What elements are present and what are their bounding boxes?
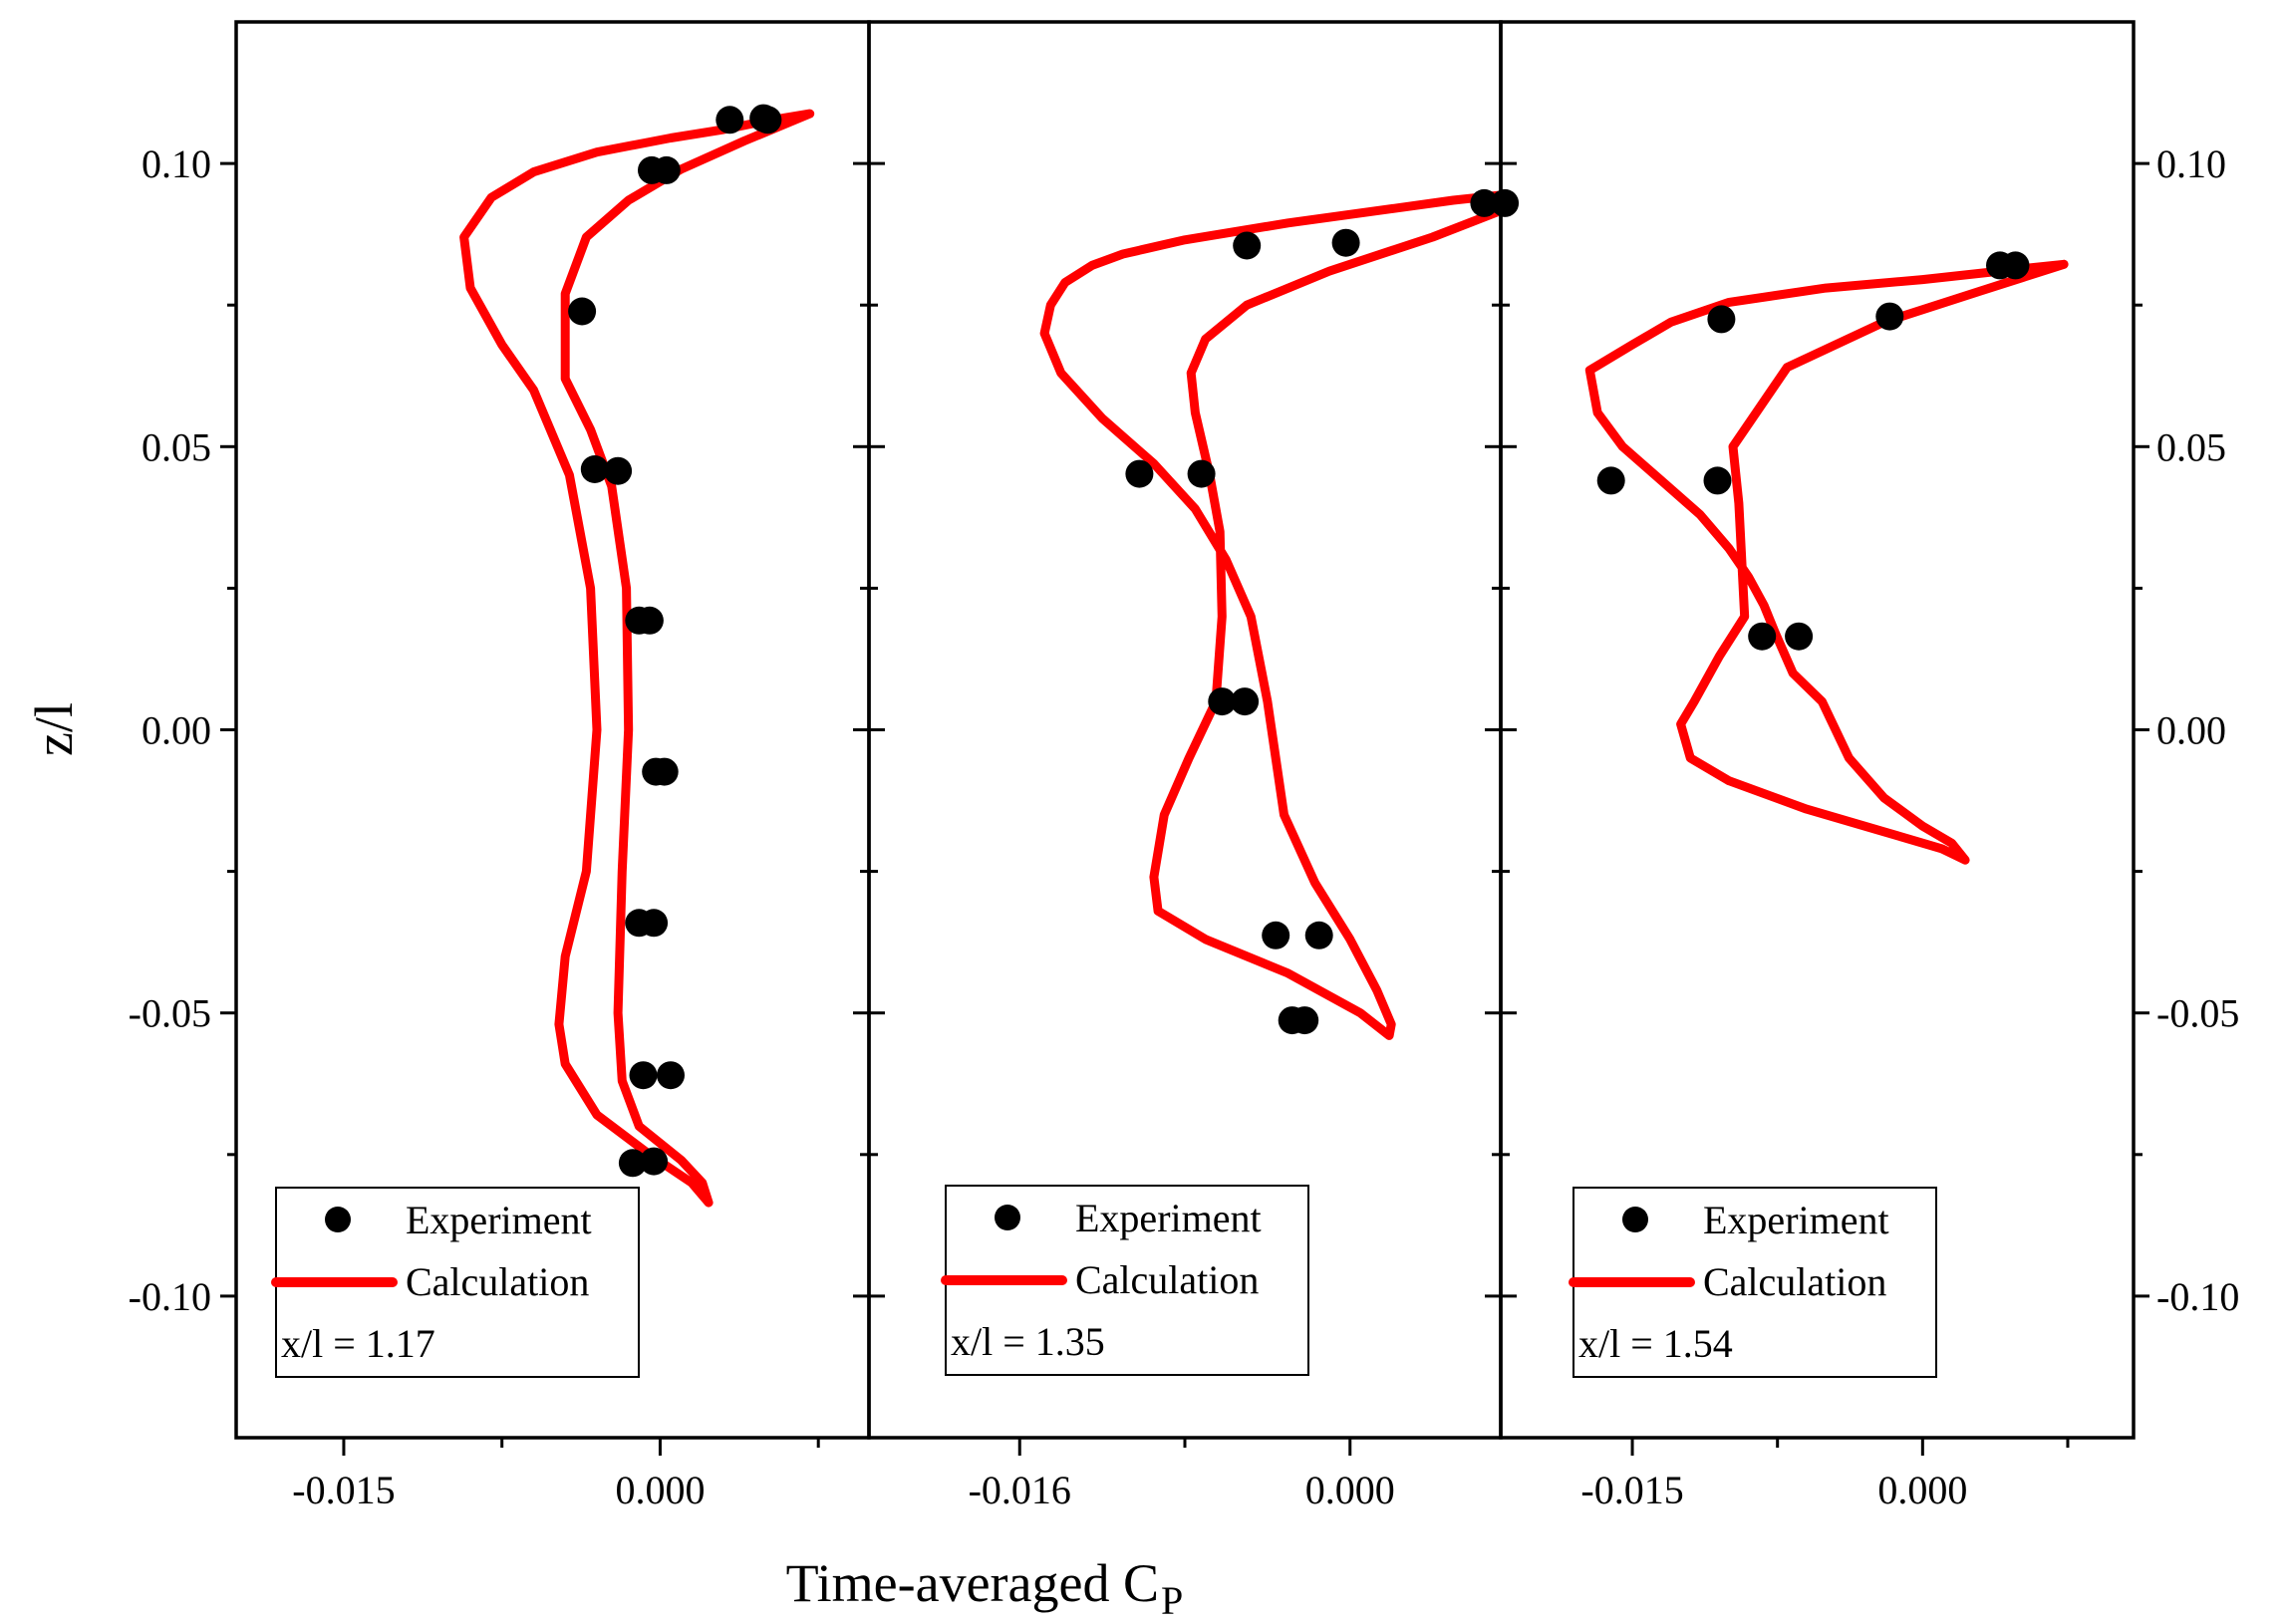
experiment-point xyxy=(568,297,597,326)
experiment-point xyxy=(1491,188,1520,217)
y-tick-label-left: 0.05 xyxy=(142,424,211,469)
y-axis-title: z/l xyxy=(24,702,84,756)
x-tick-label: -0.015 xyxy=(292,1468,395,1512)
y-tick-label-left: -0.10 xyxy=(129,1274,211,1319)
x-tick-label: -0.016 xyxy=(969,1468,1071,1512)
y-tick-label-right: 0.00 xyxy=(2156,708,2226,753)
experiment-point xyxy=(1262,921,1290,949)
experiment-point xyxy=(715,106,744,135)
experiment-point xyxy=(753,106,782,135)
experiment-point xyxy=(1233,231,1262,260)
experiment-point xyxy=(1875,302,1904,331)
legend-station-label: x/l = 1.17 xyxy=(281,1321,435,1366)
legend-experiment-marker xyxy=(1622,1207,1648,1232)
x-tick-label: 0.000 xyxy=(615,1468,705,1512)
y-tick-label-right: -0.10 xyxy=(2156,1274,2239,1319)
legend: Experiment Calculation x/l = 1.17 xyxy=(271,1187,640,1378)
calculation-curve xyxy=(459,109,815,1208)
experiment-point xyxy=(580,455,609,483)
legend-station-label: x/l = 1.54 xyxy=(1578,1321,1733,1366)
experiment-point xyxy=(2001,251,2030,280)
legend-calculation-label: Calculation xyxy=(406,1259,589,1304)
legend-station-label: x/l = 1.35 xyxy=(951,1319,1105,1364)
x-tick-label: -0.015 xyxy=(1580,1468,1683,1512)
experiment-point xyxy=(1187,459,1216,488)
experiment-point xyxy=(650,757,679,786)
experiment-point xyxy=(1304,921,1333,949)
experiment-point xyxy=(1596,466,1625,495)
experiment-point xyxy=(652,155,681,184)
y-tick-label-left: 0.10 xyxy=(142,141,211,186)
legend-experiment-marker xyxy=(995,1205,1020,1230)
experiment-point xyxy=(640,909,669,938)
y-tick-label-left: -0.05 xyxy=(129,991,211,1036)
legend: Experiment Calculation x/l = 1.54 xyxy=(1569,1187,1937,1378)
experiment-point xyxy=(1748,622,1777,651)
chart-panels: -0.015 0.000 Experiment Calculation x/l = 1.… xyxy=(129,20,2239,1512)
experiment-point xyxy=(618,1149,647,1178)
legend-experiment-label: Experiment xyxy=(406,1198,592,1242)
experiment-point xyxy=(1208,687,1237,716)
y-tick-label-right: 0.05 xyxy=(2156,424,2226,469)
x-tick-label: 0.000 xyxy=(1305,1468,1395,1512)
experiment-point xyxy=(1125,459,1154,488)
legend-experiment-label: Experiment xyxy=(1075,1196,1262,1240)
x-axis-title-subscript: P xyxy=(1161,1578,1183,1623)
y-tick-label-left: 0.00 xyxy=(142,708,211,753)
experiment-point xyxy=(629,1061,658,1090)
legend-experiment-marker xyxy=(325,1207,351,1232)
experiment-point xyxy=(604,456,633,485)
experiment-point xyxy=(635,606,664,635)
experiment-point xyxy=(1785,622,1814,651)
calculation-curve xyxy=(1584,259,2069,865)
x-tick-label: 0.000 xyxy=(1877,1468,1967,1512)
calculation-curve xyxy=(1039,190,1501,1040)
y-tick-label-right: -0.05 xyxy=(2156,991,2239,1036)
experiment-point xyxy=(1231,687,1260,716)
x-axis-title: Time-averaged C xyxy=(786,1553,1159,1613)
legend: Experiment Calculation x/l = 1.35 xyxy=(941,1185,1309,1376)
legend-calculation-label: Calculation xyxy=(1703,1259,1886,1304)
experiment-point xyxy=(640,1147,669,1176)
y-tick-label-right: 0.10 xyxy=(2156,141,2226,186)
experiment-point xyxy=(1290,1006,1319,1035)
panel-1: -0.015 0.000 Experiment Calculation x/l = 1.… xyxy=(220,20,871,1512)
experiment-point xyxy=(1703,466,1732,495)
legend-calculation-label: Calculation xyxy=(1075,1257,1259,1302)
panel-2: -0.016 0.000 Experiment Calculation x/l = 1.… xyxy=(867,20,1520,1512)
experiment-point xyxy=(657,1061,685,1090)
experiment-point xyxy=(1707,305,1736,334)
legend-experiment-label: Experiment xyxy=(1703,1198,1889,1242)
experiment-point xyxy=(1470,188,1499,217)
experiment-point xyxy=(1331,228,1360,257)
panel-3: -0.015 0.000 Experiment Calculation x/l = 1.… xyxy=(1499,20,2149,1512)
